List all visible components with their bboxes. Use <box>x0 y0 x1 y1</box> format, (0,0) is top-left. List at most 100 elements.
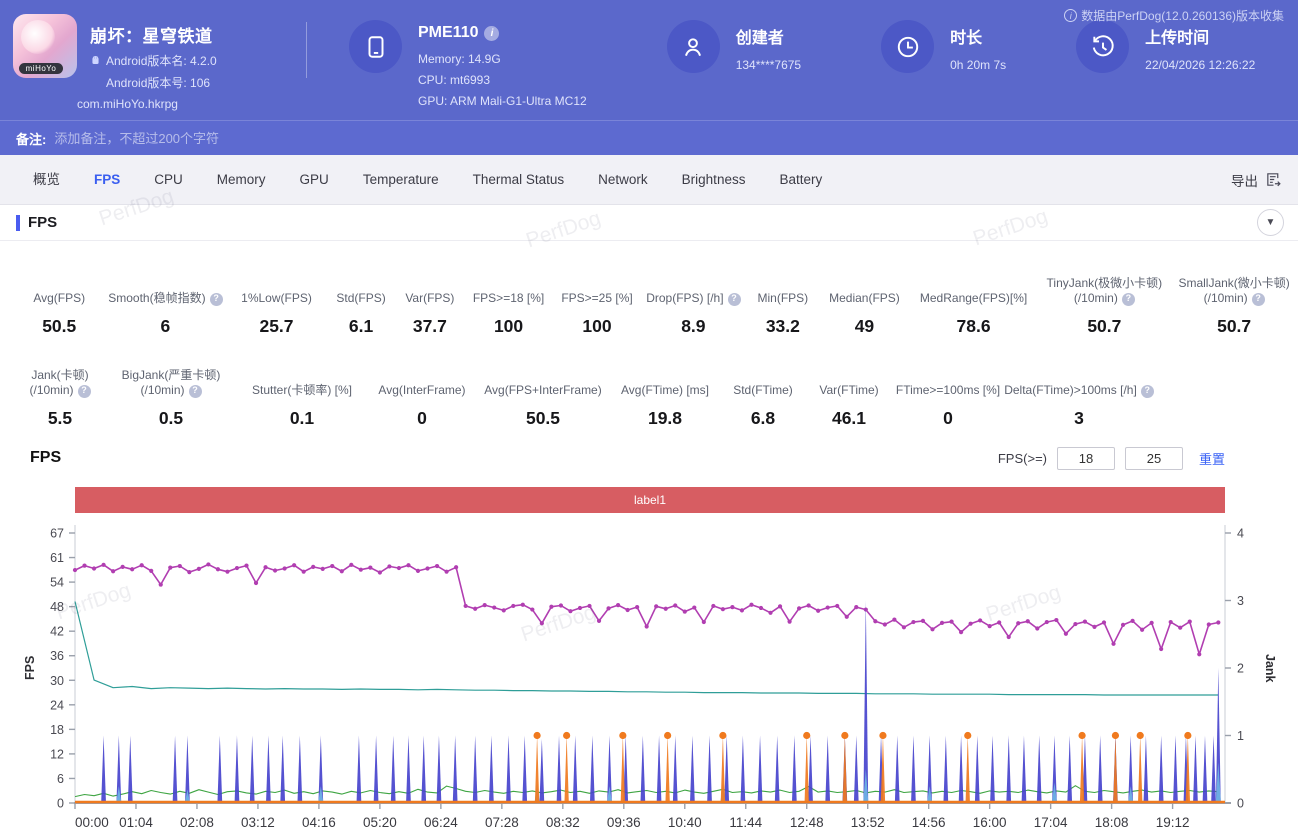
chart-title: FPS <box>30 449 62 466</box>
stat-label: Delta(FTime)>100ms [/h]? <box>1004 357 1154 399</box>
stat-value: 0.1 <box>289 408 315 428</box>
svg-text:67: 67 <box>50 527 64 541</box>
svg-text:36: 36 <box>50 649 64 663</box>
series-Jank-spike <box>172 735 178 803</box>
device-cpu: CPU: mt6993 <box>418 73 491 87</box>
stat-value: 0.5 <box>158 408 184 428</box>
svg-text:18: 18 <box>50 723 64 737</box>
help-icon[interactable]: ? <box>1140 384 1154 398</box>
help-icon[interactable]: ? <box>727 292 741 306</box>
stat-item: FPS>=18 [%] 100 <box>464 265 552 337</box>
svg-text:08:32: 08:32 <box>546 815 580 830</box>
tab-temperature[interactable]: Temperature <box>362 171 439 187</box>
series-Jank-spike <box>808 735 813 803</box>
svg-text:11:44: 11:44 <box>729 815 762 830</box>
tab-bar: 概览 FPS CPU Memory GPU Temperature Thermal Stat… <box>0 155 1298 205</box>
series-Jank-spike <box>356 735 362 803</box>
series-cyan_spikes-spike <box>927 786 933 803</box>
stat-label: FPS>=18 [%] <box>472 291 545 306</box>
help-icon[interactable]: ? <box>188 384 202 398</box>
svg-text:05:20: 05:20 <box>363 815 397 830</box>
series-Jank-spike <box>1082 735 1088 803</box>
creator-block: 创建者 134****7675 <box>666 0 801 76</box>
tab-概览[interactable]: 概览 <box>33 171 60 187</box>
stat-item: Stutter(卡顿率) [%] 0.1 <box>236 357 368 429</box>
series-Jank-spike <box>472 735 478 803</box>
series-Jank-spike <box>572 735 578 803</box>
stat-value: 46.1 <box>831 408 867 428</box>
stat-label: SmallJank(微小卡顿) (/10min)? <box>1178 275 1290 306</box>
device-info-icon[interactable]: i <box>484 25 500 41</box>
svg-text:54: 54 <box>50 576 64 590</box>
series-Jank-spike <box>116 735 122 803</box>
fps-threshold-max-input[interactable] <box>1124 446 1183 470</box>
stat-label: Median(FPS) <box>829 291 900 306</box>
series-cyan_spikes-spike <box>863 769 869 803</box>
header-divider <box>306 22 307 78</box>
svg-text:4: 4 <box>1237 527 1244 541</box>
series-Jank-spike <box>740 735 746 803</box>
help-icon[interactable]: ? <box>209 292 223 306</box>
svg-text:24: 24 <box>50 698 64 712</box>
help-icon[interactable]: ? <box>77 384 91 398</box>
tab-memory[interactable]: Memory <box>216 171 266 187</box>
stat-item: Std(FPS) 6.1 <box>327 265 396 337</box>
phone-icon <box>349 20 402 73</box>
svg-text:14:56: 14:56 <box>912 815 946 830</box>
svg-text:19:12: 19:12 <box>1156 815 1190 830</box>
series-Jank-spike <box>127 735 133 803</box>
collapse-section-button[interactable]: ▼ <box>1257 209 1284 236</box>
stat-item: Avg(FPS+InterFrame) 50.5 <box>476 357 610 429</box>
android-version-name: Android版本名: 4.2.0 <box>106 54 217 68</box>
series-Jank-spike <box>373 735 379 803</box>
svg-text:13:52: 13:52 <box>851 815 885 830</box>
series-Jank-spike <box>406 735 411 803</box>
series-Jank-spike <box>825 735 831 803</box>
svg-text:01:04: 01:04 <box>119 815 153 830</box>
help-icon[interactable]: ? <box>1251 292 1265 306</box>
tab-brightness[interactable]: Brightness <box>681 171 746 187</box>
series-cyan_spikes-spike <box>116 786 122 803</box>
tab-network[interactable]: Network <box>598 171 648 187</box>
stat-label: Var(FTime) <box>819 383 879 398</box>
series-Jank-spike <box>927 735 933 803</box>
notes-label: 备注: <box>16 131 47 147</box>
svg-text:12: 12 <box>50 747 64 761</box>
stat-value: 100 <box>493 316 524 336</box>
svg-text:42: 42 <box>50 625 64 639</box>
stat-label: Smooth(稳帧指数)? <box>104 265 226 307</box>
tab-battery[interactable]: Battery <box>779 171 823 187</box>
tab-cpu[interactable]: CPU <box>154 171 183 187</box>
series-Jank-spike <box>774 735 780 803</box>
stat-value: 3 <box>1074 408 1084 428</box>
reset-button[interactable]: 重置 <box>1198 451 1225 467</box>
stat-item: Jank(卡顿) (/10min)? 5.5 <box>14 357 106 429</box>
stat-value: 50.5 <box>42 316 77 336</box>
notes-input[interactable] <box>54 130 655 146</box>
stat-value: 50.5 <box>525 408 561 428</box>
stat-value: 100 <box>582 316 612 336</box>
info-icon: i <box>1064 9 1078 22</box>
stat-item: Smooth(稳帧指数)? 6 <box>104 265 226 337</box>
fps-stats-grid: Avg(FPS) 50.5 Smooth(稳帧指数)? 6 1%Low(FPS) 25.7… <box>0 241 1298 429</box>
series-cyan_spikes-spike <box>1128 786 1134 803</box>
series-Jank-spike <box>990 735 995 803</box>
stat-value: 19.8 <box>647 408 683 428</box>
stat-item: Drop(FPS) [/h]? 8.9 <box>641 265 745 337</box>
tab-fps[interactable]: FPS <box>94 171 121 187</box>
fps-threshold-label: FPS(>=) <box>997 450 1047 466</box>
export-button[interactable]: 导出 <box>1231 170 1282 190</box>
series-Jank-spike <box>101 735 106 803</box>
stat-row-1: Avg(FPS) 50.5 Smooth(稳帧指数)? 6 1%Low(FPS) 25.7… <box>14 265 1298 337</box>
tab-gpu[interactable]: GPU <box>299 171 329 187</box>
tab-thermal-status[interactable]: Thermal Status <box>472 171 565 187</box>
svg-text:30: 30 <box>50 674 64 688</box>
upload-time-block: 上传时间 22/04/2026 12:26:22 <box>1076 0 1255 76</box>
fps-threshold-min-input[interactable] <box>1056 446 1115 470</box>
stat-item: FPS>=25 [%] 100 <box>553 265 641 337</box>
stat-value: 37.7 <box>412 316 447 336</box>
svg-text:0: 0 <box>1237 797 1244 811</box>
help-icon[interactable]: ? <box>1121 292 1135 306</box>
fps-chart[interactable]: 0 6 12 18 24 30 36 42 48 54 61 67 0 1 2 3 4 00:00 01:04 02:… <box>0 515 1298 834</box>
